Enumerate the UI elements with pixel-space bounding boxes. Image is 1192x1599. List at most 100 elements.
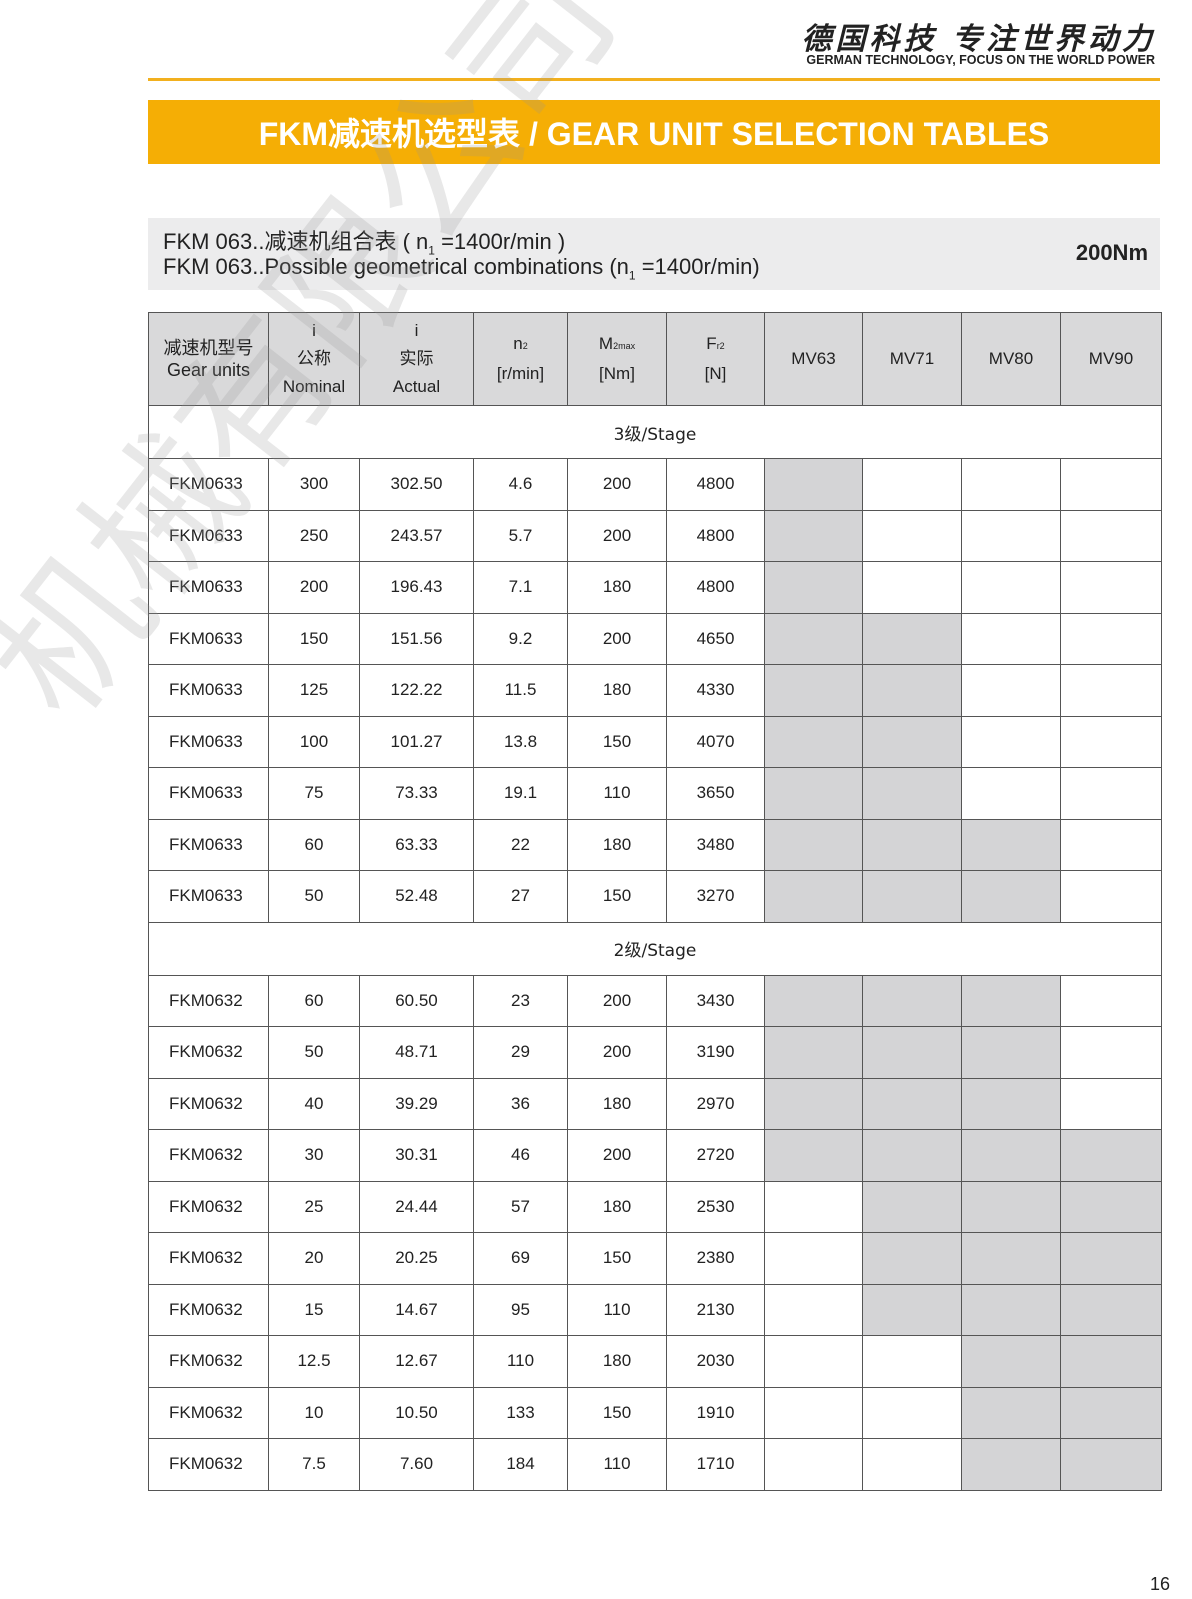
cell-mv71-available: [862, 715, 962, 768]
subheading-en-text: FKM 063..Possible geometrical combinatio…: [163, 254, 629, 279]
cell-n2: 27: [473, 870, 568, 923]
cell-actual: 122.22: [359, 664, 474, 717]
table-row: FKM0633 200 196.43 7.1 180 4800: [148, 561, 1162, 614]
page-title-banner: FKM减速机选型表 / GEAR UNIT SELECTION TABLES: [148, 100, 1160, 164]
cell-nominal: 7.5: [268, 1438, 360, 1491]
table-row: FKM0633 60 63.33 22 180 3480: [148, 818, 1162, 871]
cell-unit: FKM0632: [148, 1438, 269, 1491]
cell-m2: 180: [567, 818, 667, 871]
cell-m2: 200: [567, 458, 667, 511]
cell-mv71-available: [862, 767, 962, 820]
header-n2-sub: 2: [522, 341, 528, 351]
cell-nominal: 300: [268, 458, 360, 511]
cell-mv71-available: [862, 664, 962, 717]
cell-actual: 48.71: [359, 1026, 474, 1079]
header-gear-units-en: Gear units: [166, 360, 251, 380]
subheading-cn: FKM 063..减速机组合表 ( n1 =1400r/min ): [163, 224, 565, 257]
cell-mv63-available: [764, 509, 863, 562]
cell-unit: FKM0633: [148, 612, 269, 665]
brand-slogan-cn: 德国科技 专注世界动力: [801, 22, 1156, 57]
cell-actual: 196.43: [359, 561, 474, 614]
table-row: FKM0632 60 60.50 23 200 3430: [148, 974, 1162, 1027]
cell-mv80-unavailable: [961, 509, 1061, 562]
cell-nominal: 15: [268, 1283, 360, 1336]
cell-mv63-unavailable: [764, 1386, 863, 1439]
cell-m2: 200: [567, 974, 667, 1027]
stage-row: 2级/Stage: [148, 921, 1162, 976]
cell-mv90-available: [1060, 1180, 1162, 1233]
cell-mv90-available: [1060, 1232, 1162, 1285]
cell-mv63-unavailable: [764, 1232, 863, 1285]
cell-unit: FKM0633: [148, 818, 269, 871]
cell-mv63-available: [764, 870, 863, 923]
cell-fr2: 4800: [666, 561, 765, 614]
header-n2-unit: [r/min]: [496, 364, 545, 383]
cell-mv71-available: [862, 818, 962, 871]
cell-mv63-unavailable: [764, 1180, 863, 1233]
cell-unit: FKM0633: [148, 870, 269, 923]
cell-n2: 110: [473, 1335, 568, 1388]
header-actual-en: Actual: [392, 377, 441, 396]
cell-mv63-available: [764, 974, 863, 1027]
cell-fr2: 4650: [666, 612, 765, 665]
table-row: FKM0632 12.5 12.67 110 180 2030: [148, 1335, 1162, 1388]
table-row: FKM0633 75 73.33 19.1 110 3650: [148, 767, 1162, 820]
cell-mv63-available: [764, 1077, 863, 1130]
cell-mv90-unavailable: [1060, 870, 1162, 923]
header-i-symbol: i: [414, 321, 419, 340]
cell-mv90-unavailable: [1060, 612, 1162, 665]
cell-mv63-available: [764, 1129, 863, 1182]
cell-actual: 101.27: [359, 715, 474, 768]
cell-nominal: 25: [268, 1180, 360, 1233]
cell-mv71-unavailable: [862, 561, 962, 614]
cell-mv90-unavailable: [1060, 561, 1162, 614]
cell-mv80-unavailable: [961, 715, 1061, 768]
cell-mv71-unavailable: [862, 1335, 962, 1388]
cell-mv63-available: [764, 561, 863, 614]
table-subheading: FKM 063..减速机组合表 ( n1 =1400r/min ) FKM 06…: [148, 218, 1160, 290]
header-divider: [148, 78, 1160, 81]
table-row: FKM0632 20 20.25 69 150 2380: [148, 1232, 1162, 1285]
table-row: FKM0632 40 39.29 36 180 2970: [148, 1077, 1162, 1130]
cell-mv90-available: [1060, 1283, 1162, 1336]
cell-actual: 12.67: [359, 1335, 474, 1388]
cell-n2: 5.7: [473, 509, 568, 562]
cell-mv80-unavailable: [961, 561, 1061, 614]
cell-unit: FKM0633: [148, 664, 269, 717]
header-nominal-cn: 公称: [297, 349, 331, 368]
cell-unit: FKM0632: [148, 1386, 269, 1439]
table-row: FKM0633 125 122.22 11.5 180 4330: [148, 664, 1162, 717]
cell-nominal: 75: [268, 767, 360, 820]
cell-fr2: 2530: [666, 1180, 765, 1233]
table-row: FKM0632 15 14.67 95 110 2130: [148, 1283, 1162, 1336]
cell-mv71-unavailable: [862, 458, 962, 511]
header-i-actual: i 实际 Actual: [359, 312, 474, 406]
cell-m2: 150: [567, 1232, 667, 1285]
cell-n2: 29: [473, 1026, 568, 1079]
cell-unit: FKM0632: [148, 1180, 269, 1233]
cell-mv63-available: [764, 612, 863, 665]
cell-mv90-unavailable: [1060, 818, 1162, 871]
cell-unit: FKM0633: [148, 561, 269, 614]
cell-m2: 180: [567, 664, 667, 717]
header-i-symbol: i: [312, 321, 316, 340]
table-row: FKM0632 25 24.44 57 180 2530: [148, 1180, 1162, 1233]
header-mv90: MV90: [1060, 312, 1162, 406]
cell-actual: 14.67: [359, 1283, 474, 1336]
table-row: FKM0632 10 10.50 133 150 1910: [148, 1386, 1162, 1439]
cell-mv90-unavailable: [1060, 767, 1162, 820]
cell-m2: 200: [567, 1026, 667, 1079]
cell-actual: 243.57: [359, 509, 474, 562]
cell-mv63-unavailable: [764, 1438, 863, 1491]
cell-fr2: 3480: [666, 818, 765, 871]
page-number: 16: [1149, 1574, 1170, 1594]
cell-fr2: 3270: [666, 870, 765, 923]
cell-nominal: 50: [268, 1026, 360, 1079]
cell-m2: 110: [567, 1283, 667, 1336]
cell-fr2: 3650: [666, 767, 765, 820]
header-m2-sub: 2max: [613, 341, 636, 351]
cell-m2: 200: [567, 612, 667, 665]
cell-m2: 110: [567, 767, 667, 820]
cell-mv71-available: [862, 1232, 962, 1285]
cell-mv90-unavailable: [1060, 664, 1162, 717]
